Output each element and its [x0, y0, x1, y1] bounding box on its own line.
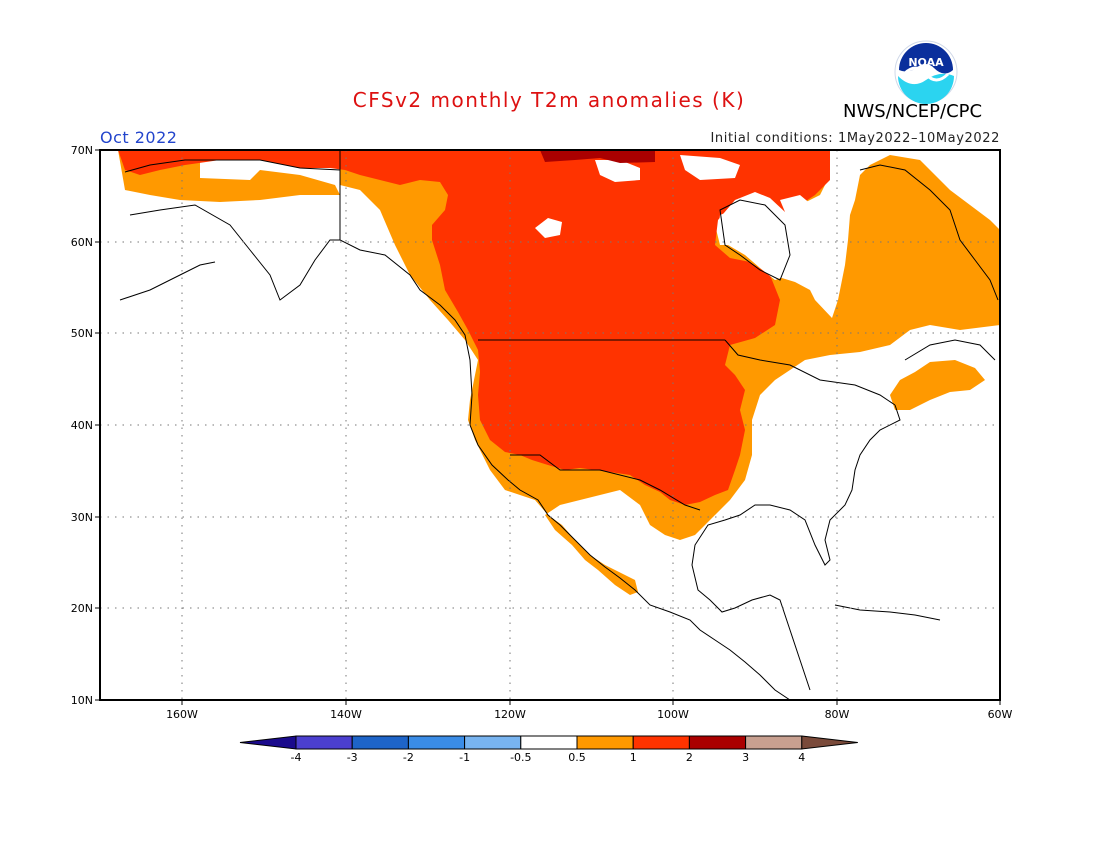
agency-label: NWS/NCEP/CPC	[843, 101, 983, 122]
noaa-logo-icon: NOAA	[894, 40, 958, 104]
latitude-labels: 70N 60N 50N 40N 30N 20N 10N	[71, 144, 93, 707]
lon-label: 100W	[657, 708, 689, 721]
lat-label: 10N	[71, 694, 93, 707]
colorbar-swatch	[520, 735, 578, 750]
coastlines	[119, 150, 999, 700]
colorbar-swatch	[295, 735, 353, 750]
lat-label: 30N	[71, 511, 93, 524]
svg-text:NOAA: NOAA	[908, 56, 944, 69]
colorbar-swatch	[576, 735, 634, 750]
graticule	[100, 150, 1000, 700]
colorbar-swatch	[632, 735, 690, 750]
longitude-labels: 160W 140W 120W 100W 80W 60W	[166, 708, 1012, 721]
forecast-month: Oct 2022	[100, 128, 178, 147]
colorbar-label: -3	[347, 751, 358, 764]
colorbar-swatch	[688, 735, 747, 750]
colorbar-swatch	[407, 735, 466, 750]
anomaly-field	[118, 150, 1000, 595]
lat-label: 50N	[71, 327, 93, 340]
anomaly-region-1-2	[118, 150, 830, 505]
initial-conditions: Initial conditions: 1May2022–10May2022	[710, 131, 1000, 146]
colorbar-label: -2	[403, 751, 414, 764]
colorbar-arrow-right	[801, 735, 858, 750]
anomaly-region-2-3	[540, 150, 655, 163]
lon-label: 60W	[988, 708, 1013, 721]
lon-label: 140W	[330, 708, 362, 721]
lat-label: 70N	[71, 144, 93, 157]
colorbar-swatch	[745, 735, 803, 750]
colorbar-swatch	[464, 735, 522, 750]
colorbar-label: -0.5	[510, 751, 531, 764]
lat-label: 20N	[71, 602, 93, 615]
colorbar-label: 2	[686, 751, 693, 764]
colorbar: -4 -3 -2 -1 -0.5 0.5 1 2 3 4	[239, 735, 858, 764]
colorbar-label: 1	[630, 751, 637, 764]
lon-label: 120W	[494, 708, 526, 721]
colorbar-label: 3	[742, 751, 749, 764]
colorbar-arrow-left	[239, 735, 297, 750]
lon-label: 160W	[166, 708, 198, 721]
colorbar-label: 0.5	[568, 751, 586, 764]
lon-label: 80W	[825, 708, 850, 721]
lat-label: 60N	[71, 236, 93, 249]
colorbar-label: 4	[798, 751, 805, 764]
colorbar-label: -4	[291, 751, 302, 764]
colorbar-swatch	[351, 735, 409, 750]
lat-label: 40N	[71, 419, 93, 432]
colorbar-label: -1	[459, 751, 470, 764]
map-title: CFSv2 monthly T2m anomalies (K)	[352, 88, 746, 112]
